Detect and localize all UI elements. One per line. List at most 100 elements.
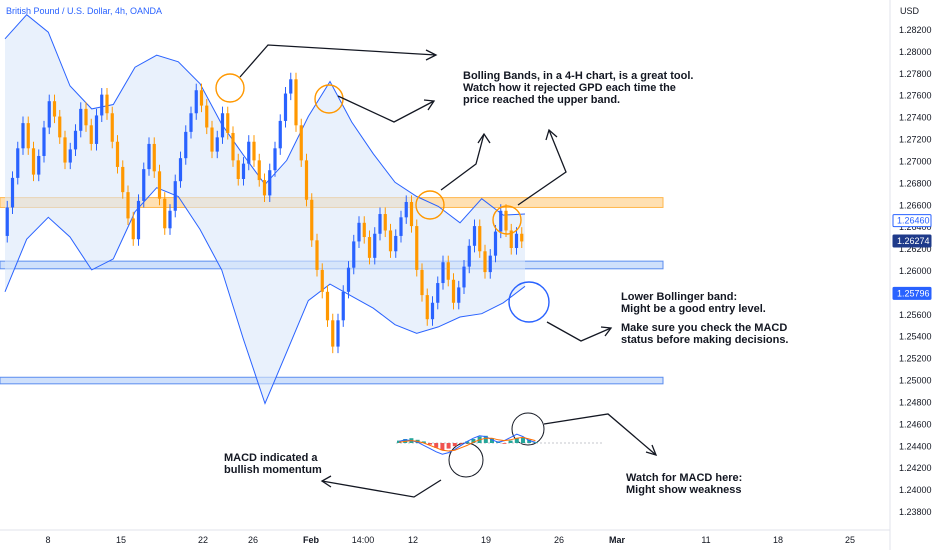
price-label-box [892,234,932,248]
macd-histogram-bar [434,443,439,448]
arrow-lower-head [600,326,613,337]
currency-label[interactable]: USD [900,6,920,16]
candle-body [336,320,340,347]
candle-body [131,218,135,240]
candle-body [394,235,398,252]
price-label-box [892,214,932,228]
candle-body [215,137,219,152]
candle-body [499,210,503,232]
candle-body [289,79,293,94]
price-tick-label: 1.28000 [899,47,932,57]
candle-body [79,108,83,131]
candle-body [325,291,330,321]
arrow-mid-line [337,95,435,123]
candle-body [441,262,445,284]
candle-body [409,201,414,227]
macd-line [398,433,536,455]
price-tick-label: 1.24200 [899,463,932,473]
macd-histogram-bar [514,438,519,443]
candle-body [257,160,261,181]
price-tick-label: 1.23800 [899,507,932,517]
candle-body [493,231,498,256]
candle-body [247,141,251,164]
macd-histogram-bar [483,435,488,443]
time-tick-label: 11 [701,535,710,545]
candle-body [388,230,393,252]
candle-body [10,177,15,208]
macd-histogram-bar [440,443,445,451]
candle-body [94,115,99,144]
arrow-right-2-line [517,129,567,206]
candle-body [304,160,309,200]
time-axis[interactable]: 8 15 22 26 Feb 14:00 12 19 26 Mar 11 18 25 [45,535,855,545]
highlight-circle-1 [215,73,245,103]
price-tick-label: 1.24600 [899,419,932,429]
highlight-circle-3 [415,190,445,220]
candle-body [310,199,314,241]
price-label-box [892,286,932,300]
price-labels: 1.26460 1.26274 1.25796 [892,214,932,300]
candle-body [462,266,466,288]
candle-body [425,295,429,320]
candle-body [268,170,272,196]
price-tick-label: 1.26800 [899,178,932,188]
symbol-title[interactable]: British Pound / U.S. Dollar, 4h, OANDA [6,6,163,16]
macd-histogram-bar [428,443,432,445]
candle-body [110,113,114,142]
candle-body [315,240,319,270]
candle-body [142,169,146,201]
candle-body [472,226,477,246]
candle-body [152,143,156,172]
price-tick-label: 1.27800 [899,69,932,79]
arrow-macd-right-line [543,413,657,456]
candle-body [436,283,440,303]
candle-body [42,127,46,156]
candle-body [226,113,230,133]
macd-histogram-bar [459,443,463,444]
candle-body [341,291,345,321]
macd-histogram-bar [502,443,507,444]
time-tick-label: 12 [408,535,418,545]
candle-body [26,123,30,149]
highlight-circle-4 [492,205,522,235]
bollinger-fill [5,14,525,404]
candle-body [478,226,482,252]
price-tick-label: 1.25600 [899,310,932,320]
candle-body [168,210,172,229]
candle-body [21,123,25,149]
candle-body [446,262,450,280]
macd-histogram-bar [533,442,538,443]
price-tick-label: 1.27400 [899,113,932,123]
candle-body [68,149,72,163]
candle-body [189,113,193,132]
bollinger-lower-line [4,187,526,405]
zone-support-low [0,376,664,385]
macd-circle-2 [511,412,545,446]
arrow-right-2-head [545,128,558,141]
candle-body [262,180,267,196]
candle-body [283,93,288,121]
candle-body [399,217,403,236]
price-tick-label: 1.26000 [899,266,932,276]
arrow-right-1-line [440,133,485,191]
candle-body [31,148,36,175]
bollinger-note: Bolling Bands, in a 4-H chart, is a grea… [463,70,694,106]
candle-body [415,226,419,270]
price-tick-label: 1.27200 [899,135,932,145]
price-tick-label: 1.27000 [899,156,932,166]
candles-layer[interactable] [5,72,524,354]
macd-histogram-bar [521,437,525,443]
price-tick-label: 1.26400 [899,222,932,232]
candle-body [509,230,513,248]
candle-body [199,90,204,106]
arrow-top-head [425,49,438,61]
price-axis[interactable]: 1.28200 1.28000 1.27800 1.27600 1.27400 1.272… [899,25,932,517]
arrow-lower-line [546,321,612,342]
candle-body [178,158,183,182]
candle-body [278,120,282,149]
arrow-macd-left-line [321,479,442,498]
candle-body [73,130,78,150]
price-tick-label: 1.28200 [899,25,932,35]
price-label-text: 1.26274 [897,236,930,246]
